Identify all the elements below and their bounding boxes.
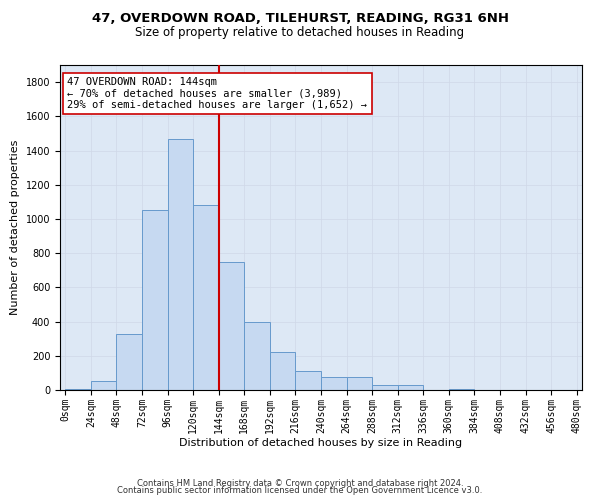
Y-axis label: Number of detached properties: Number of detached properties [10,140,20,315]
Text: 47 OVERDOWN ROAD: 144sqm
← 70% of detached houses are smaller (3,989)
29% of sem: 47 OVERDOWN ROAD: 144sqm ← 70% of detach… [67,77,367,110]
Text: Contains public sector information licensed under the Open Government Licence v3: Contains public sector information licen… [118,486,482,495]
Text: Size of property relative to detached houses in Reading: Size of property relative to detached ho… [136,26,464,39]
Bar [167,138,193,390]
Bar [244,322,270,390]
Bar [295,371,321,390]
Bar [142,210,167,390]
Bar [193,206,219,390]
Bar [321,377,347,390]
Bar [372,385,398,390]
Bar [65,389,91,390]
Bar [449,389,475,390]
Bar [398,385,423,390]
Bar [270,352,295,390]
Bar [347,377,372,390]
Text: 47, OVERDOWN ROAD, TILEHURST, READING, RG31 6NH: 47, OVERDOWN ROAD, TILEHURST, READING, R… [91,12,509,26]
Bar [91,382,116,390]
Bar [219,262,244,390]
Bar [116,334,142,390]
Text: Contains HM Land Registry data © Crown copyright and database right 2024.: Contains HM Land Registry data © Crown c… [137,478,463,488]
X-axis label: Distribution of detached houses by size in Reading: Distribution of detached houses by size … [179,438,463,448]
